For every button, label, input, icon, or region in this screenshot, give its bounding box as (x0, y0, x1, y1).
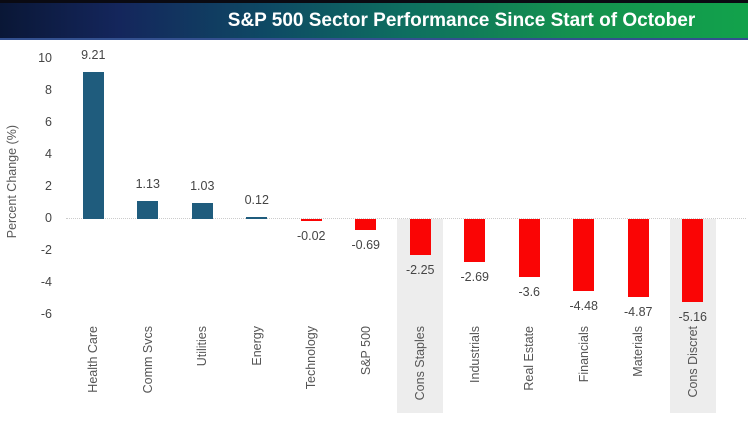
y-axis-tick-label: 2 (45, 179, 52, 193)
y-axis-tick-label: 0 (45, 211, 52, 225)
bar-value-label: -4.87 (624, 304, 653, 319)
bar-value-label: -4.48 (569, 298, 599, 313)
x-axis-label-cell: Health Care (66, 326, 121, 422)
x-axis-label: S&P 500 (358, 326, 373, 376)
x-axis-label-cell: Comm Svcs (121, 326, 176, 422)
x-axis-label-cell: Technology (284, 326, 339, 422)
bar-comm-svcs (137, 200, 159, 219)
y-axis-tick-label: 10 (38, 51, 52, 65)
bar-value-label: 1.13 (135, 176, 160, 191)
bar-value-label: 9.21 (81, 47, 106, 62)
x-axis-label: Energy (249, 326, 264, 366)
bar-value-label: -2.69 (460, 270, 490, 285)
x-axis-label: Cons Discret (685, 326, 700, 398)
x-axis-label-cell: Energy (230, 326, 285, 422)
bar-value-label: 1.03 (190, 178, 215, 193)
y-axis-tick-label: -6 (40, 307, 52, 321)
bar-energy (246, 217, 268, 219)
x-axis-label-cell: Industrials (448, 326, 503, 422)
x-axis-label-cell: S&P 500 (339, 326, 394, 422)
bar-value-label: -0.69 (351, 238, 381, 253)
x-axis-label: Health Care (86, 326, 101, 393)
x-axis-label-cell: Cons Discret (666, 326, 721, 422)
y-axis-tick-label: 4 (45, 147, 52, 161)
bar-health-care (82, 71, 104, 219)
bar-financials (573, 219, 595, 291)
x-axis-label: Cons Staples (413, 326, 428, 401)
x-axis-label: Technology (304, 326, 319, 390)
bar-value-label: -0.02 (297, 229, 326, 243)
bar-materials (627, 219, 649, 297)
bar-technology (300, 219, 322, 221)
x-axis-label-cell: Cons Staples (393, 326, 448, 422)
x-axis-label-cell: Financials (557, 326, 612, 422)
bar-value-label: -3.6 (518, 284, 541, 299)
bar-utilities (191, 202, 213, 219)
chart-title: S&P 500 Sector Performance Since Start o… (227, 10, 696, 31)
x-axis-label: Materials (631, 326, 646, 377)
x-axis-label: Financials (576, 326, 591, 383)
plot-area: Percent Change (%) 10 8 6 4 2 0 -2 -4 -6 9.21 Heal… (0, 40, 748, 424)
bar-value-label: 0.12 (244, 193, 269, 207)
bar-real-estate (518, 219, 540, 277)
bar-cons-staples (409, 219, 431, 255)
y-axis-tick-label: 8 (45, 83, 52, 97)
x-axis-label: Real Estate (522, 326, 537, 391)
bar-cons-discret (682, 219, 704, 302)
y-axis-tick-label: 6 (45, 115, 52, 129)
x-axis-label-cell: Utilities (175, 326, 230, 422)
y-axis-tick-label: -4 (40, 275, 52, 289)
bar-s-p-500 (355, 219, 377, 231)
x-axis-label-cell: Real Estate (502, 326, 557, 422)
y-axis-tick-label: -2 (40, 243, 52, 257)
bar-value-label: -5.16 (678, 309, 708, 324)
zero-axis-line (66, 218, 746, 219)
x-axis-label: Utilities (195, 326, 210, 367)
bar-industrials (464, 219, 486, 263)
x-axis-label: Industrials (467, 326, 482, 383)
bar-value-label: -2.25 (406, 263, 435, 277)
x-axis-label: Comm Svcs (140, 326, 155, 394)
chart-header: S&P 500 Sector Performance Since Start o… (0, 0, 748, 40)
x-axis-label-cell: Materials (611, 326, 666, 422)
